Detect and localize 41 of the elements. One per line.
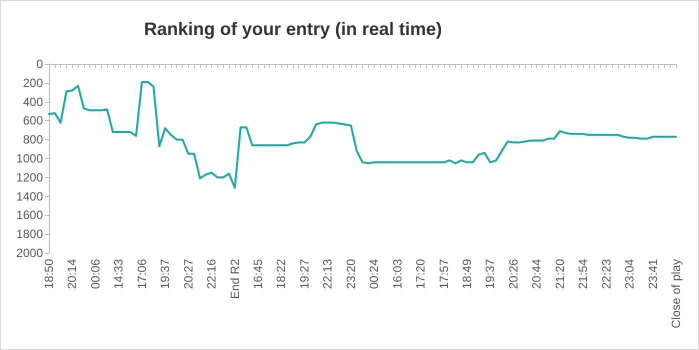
x-tick-label: 14:33 <box>112 258 126 290</box>
x-tick-label: 20:14 <box>65 258 80 290</box>
line-series <box>48 80 677 189</box>
x-tick-label: 00:24 <box>367 258 382 290</box>
x-tick-label: 17:57 <box>436 258 451 290</box>
x-tick-label: 17:06 <box>134 258 149 290</box>
y-tick-label: 200 <box>22 76 44 90</box>
y-tick-label: 2000 <box>16 246 44 260</box>
y-tick-label: 1200 <box>16 170 44 184</box>
x-tick-label: 23:20 <box>344 258 358 290</box>
x-tick-label: 19:27 <box>297 258 312 290</box>
y-tick-label: 600 <box>22 114 44 128</box>
x-tick-label: 19:37 <box>483 258 498 290</box>
y-tick-label: 1600 <box>16 208 44 222</box>
x-tick-label: End R2 <box>228 258 242 300</box>
x-tick-label: 20:27 <box>181 258 196 290</box>
x-tick-label: 20:44 <box>530 258 544 290</box>
x-tick-label: 23:04 <box>622 258 637 290</box>
x-tick-label: 19:37 <box>158 258 172 290</box>
x-tick-label: 22:23 <box>599 258 614 290</box>
x-tick-label: 22:13 <box>320 258 335 290</box>
y-tick-label: 1400 <box>16 189 44 204</box>
y-tick-label: 800 <box>22 132 44 147</box>
x-tick-label: 20:26 <box>506 258 520 290</box>
x-tick-label: 23:41 <box>646 258 660 290</box>
x-tick-label: 00:06 <box>88 258 102 290</box>
y-tick-label: 1800 <box>16 227 44 242</box>
x-tick-label: 16:03 <box>390 258 404 290</box>
x-tick-label: 17:20 <box>414 258 428 290</box>
y-tick-label: 1000 <box>16 152 44 166</box>
x-tick-label: 18:22 <box>274 258 288 290</box>
y-tick-label: 0 <box>36 57 44 71</box>
chart-title: Ranking of your entry (in real time) <box>144 19 442 39</box>
x-tick-label: 18:50 <box>42 258 56 290</box>
x-tick-label: 16:45 <box>251 258 265 290</box>
y-tick-label: 400 <box>22 94 44 109</box>
x-tick-label: 21:54 <box>576 258 590 290</box>
x-tick-label: 18:49 <box>460 258 474 290</box>
x-tick-label: Close of play <box>669 259 683 328</box>
x-tick-label: 21:20 <box>552 258 567 290</box>
x-tick-label: 22:16 <box>204 258 219 290</box>
